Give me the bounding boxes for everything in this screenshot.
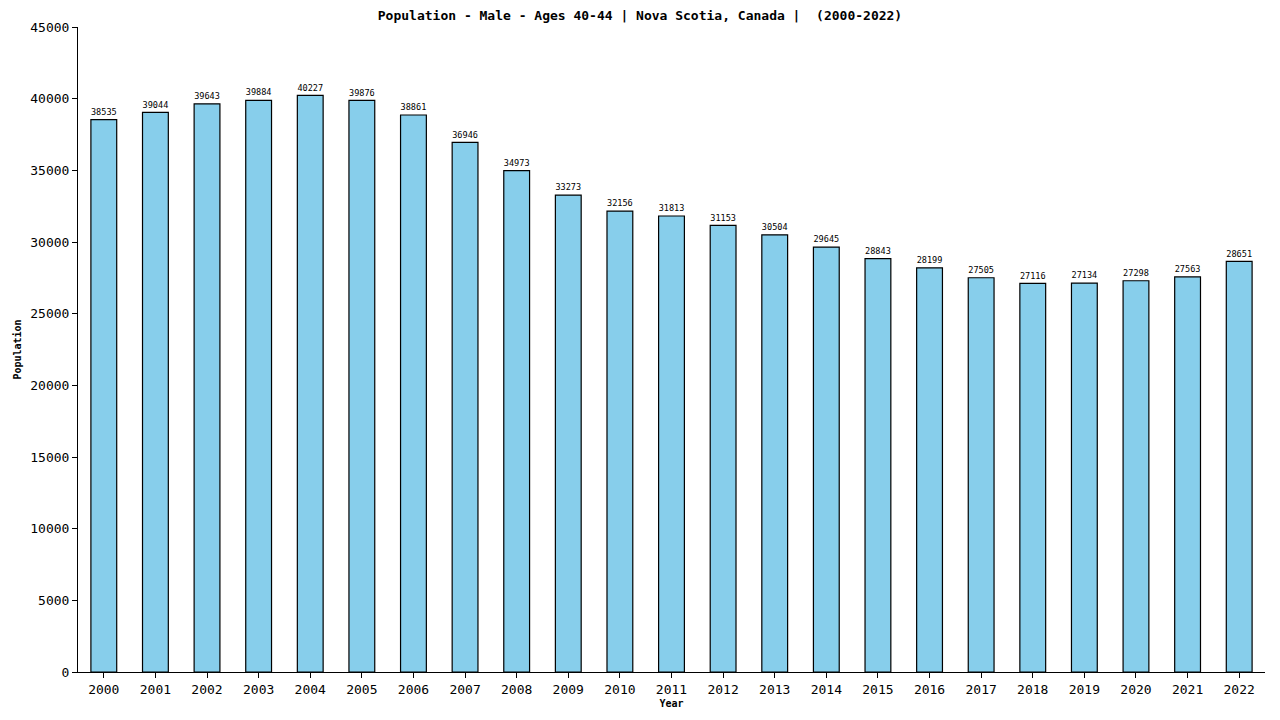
svg-text:10000: 10000: [30, 521, 69, 536]
svg-text:45000: 45000: [30, 20, 69, 35]
svg-text:2000: 2000: [88, 682, 119, 697]
svg-text:38535: 38535: [91, 107, 117, 117]
svg-text:39884: 39884: [246, 87, 272, 97]
svg-text:35000: 35000: [30, 163, 69, 178]
svg-text:2008: 2008: [501, 682, 532, 697]
svg-text:2010: 2010: [604, 682, 635, 697]
svg-text:27298: 27298: [1123, 268, 1149, 278]
svg-text:2009: 2009: [553, 682, 584, 697]
svg-text:2006: 2006: [398, 682, 429, 697]
svg-text:40000: 40000: [30, 91, 69, 106]
svg-text:39044: 39044: [143, 100, 169, 110]
svg-text:34973: 34973: [504, 158, 530, 168]
svg-text:38861: 38861: [401, 102, 427, 112]
svg-text:27563: 27563: [1175, 264, 1201, 274]
svg-text:2016: 2016: [914, 682, 945, 697]
svg-text:2014: 2014: [811, 682, 842, 697]
svg-text:2018: 2018: [1017, 682, 1048, 697]
svg-text:0: 0: [62, 665, 70, 680]
svg-text:27116: 27116: [1020, 271, 1046, 281]
svg-text:25000: 25000: [30, 306, 69, 321]
svg-text:Population: Population: [12, 319, 23, 379]
svg-text:2001: 2001: [140, 682, 171, 697]
svg-text:31813: 31813: [659, 203, 685, 213]
svg-text:2004: 2004: [295, 682, 326, 697]
svg-text:39643: 39643: [194, 91, 220, 101]
svg-text:27505: 27505: [968, 265, 994, 275]
svg-text:31153: 31153: [710, 213, 736, 223]
svg-text:32156: 32156: [607, 198, 633, 208]
svg-text:36946: 36946: [452, 130, 478, 140]
svg-text:2007: 2007: [449, 682, 480, 697]
svg-text:2015: 2015: [862, 682, 893, 697]
svg-text:2019: 2019: [1069, 682, 1100, 697]
svg-text:2021: 2021: [1172, 682, 1203, 697]
svg-text:28843: 28843: [865, 246, 891, 256]
svg-text:2003: 2003: [243, 682, 274, 697]
svg-text:40227: 40227: [297, 83, 323, 93]
svg-text:5000: 5000: [38, 593, 69, 608]
svg-text:Population - Male - Ages 40-44: Population - Male - Ages 40-44 | Nova Sc…: [378, 8, 902, 23]
svg-text:33273: 33273: [555, 182, 581, 192]
svg-text:2011: 2011: [656, 682, 687, 697]
svg-text:28199: 28199: [917, 255, 943, 265]
svg-text:15000: 15000: [30, 450, 69, 465]
svg-text:30000: 30000: [30, 235, 69, 250]
svg-text:2017: 2017: [965, 682, 996, 697]
svg-text:2020: 2020: [1120, 682, 1151, 697]
svg-text:2002: 2002: [191, 682, 222, 697]
svg-text:2013: 2013: [759, 682, 790, 697]
svg-text:30504: 30504: [762, 222, 788, 232]
svg-text:29645: 29645: [813, 234, 839, 244]
svg-text:2012: 2012: [707, 682, 738, 697]
svg-text:20000: 20000: [30, 378, 69, 393]
svg-text:28651: 28651: [1226, 249, 1252, 259]
svg-text:2022: 2022: [1224, 682, 1255, 697]
svg-text:Year: Year: [659, 698, 683, 709]
svg-text:27134: 27134: [1072, 270, 1098, 280]
svg-text:2005: 2005: [346, 682, 377, 697]
svg-text:39876: 39876: [349, 88, 375, 98]
